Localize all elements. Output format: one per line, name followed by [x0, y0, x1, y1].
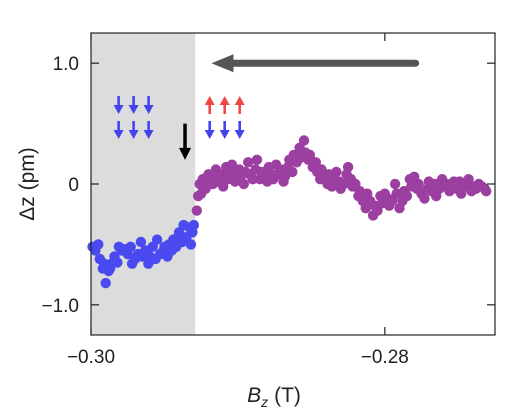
spin-right-bottom-arrow-icon	[234, 121, 245, 139]
data-point	[279, 171, 291, 182]
shaded-region	[91, 33, 196, 335]
spin-right-top-arrow-icon	[204, 96, 215, 114]
spin-right-top-arrow-icon	[219, 96, 230, 114]
spin-left-top-arrow-icon	[128, 96, 139, 114]
spin-left-bottom-arrow-icon	[143, 121, 154, 139]
y-axis-title: Δz (pm)	[16, 147, 39, 221]
data-point	[238, 178, 249, 190]
data-point	[185, 239, 197, 250]
transition-arrow-head	[179, 147, 192, 160]
data-point	[226, 159, 238, 170]
data-point	[188, 219, 199, 231]
data-point	[135, 236, 147, 248]
shaded-region-layer	[91, 33, 196, 335]
x-axis-title-unit: (T)	[274, 384, 301, 407]
data-point	[419, 193, 430, 204]
data-point	[243, 157, 254, 168]
spin-right-top-arrow-icon	[234, 96, 245, 114]
data-point	[331, 166, 342, 178]
data-point	[112, 257, 123, 268]
x-axis-title-main: B	[247, 384, 261, 407]
sweep-arrow-head	[211, 54, 234, 73]
data-point	[251, 154, 263, 165]
data-point	[304, 149, 316, 161]
data-point	[287, 166, 298, 178]
spin-right-bottom-arrow-icon	[204, 121, 215, 139]
spin-left-top-arrow-icon	[143, 96, 154, 114]
y-tick-label: 0	[68, 175, 79, 196]
spin-left-bottom-arrow-icon	[128, 121, 139, 139]
data-point	[481, 186, 492, 197]
x-tick-label: −0.28	[361, 347, 409, 368]
data-point	[413, 178, 424, 190]
data-point	[342, 161, 354, 173]
spin-left-bottom-arrow-icon	[113, 121, 124, 139]
data-point	[125, 241, 136, 252]
data-point	[298, 135, 310, 146]
x-axis-title-sub: z	[260, 394, 268, 410]
data-point	[100, 277, 111, 289]
data-point	[401, 190, 413, 202]
data-point	[247, 174, 258, 185]
y-tick-label: 1.0	[53, 54, 79, 75]
data-point	[463, 174, 474, 185]
annotations-layer	[113, 54, 420, 160]
data-point	[310, 157, 321, 168]
data-point	[389, 178, 401, 190]
data-points-layer	[87, 135, 492, 289]
x-axis-title: Bz (T)	[247, 384, 301, 410]
ticks-layer: −0.30 −0.28 1.0 0 −1.0	[41, 33, 495, 368]
data-point	[151, 234, 163, 245]
x-tick-label: −0.30	[67, 347, 115, 368]
data-point	[191, 205, 202, 216]
spin-left-top-arrow-icon	[113, 96, 124, 114]
data-point	[93, 239, 104, 250]
y-tick-label: −1.0	[41, 296, 79, 317]
spin-right-bottom-arrow-icon	[219, 121, 230, 139]
